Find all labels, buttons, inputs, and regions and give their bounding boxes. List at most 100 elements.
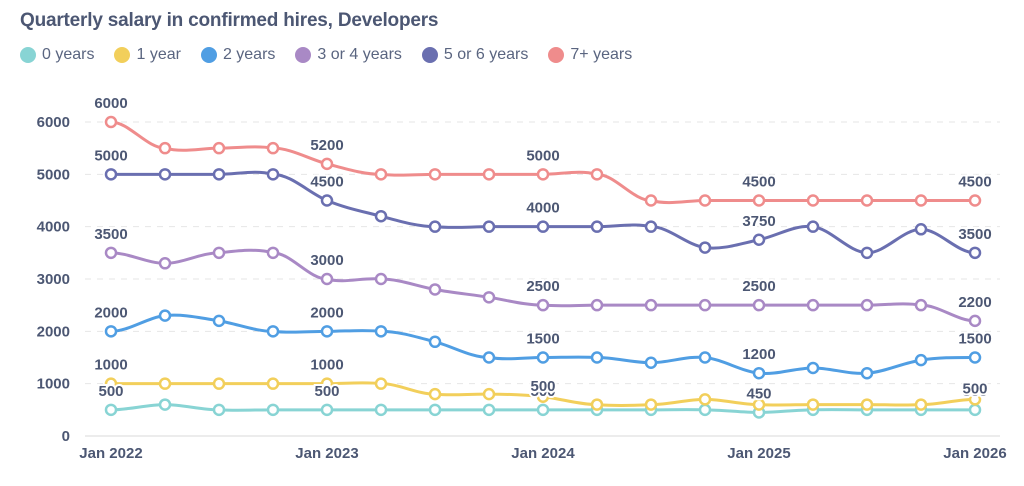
data-point[interactable] (590, 398, 604, 411)
data-point[interactable] (968, 351, 982, 364)
data-point[interactable] (104, 403, 118, 417)
data-point[interactable] (212, 314, 226, 328)
data-point[interactable] (644, 356, 658, 369)
data-point[interactable] (536, 351, 550, 364)
data-point[interactable] (320, 403, 334, 417)
data-point[interactable] (482, 387, 496, 401)
data-point[interactable] (320, 272, 334, 286)
data-point[interactable] (752, 398, 766, 411)
legend-item[interactable]: 0 years (20, 46, 94, 64)
data-point[interactable] (158, 168, 172, 181)
data-point[interactable] (266, 168, 280, 181)
data-point[interactable] (212, 403, 226, 417)
data-point[interactable] (212, 141, 226, 155)
data-point[interactable] (752, 298, 766, 312)
data-point[interactable] (752, 233, 766, 246)
data-point[interactable] (968, 194, 982, 207)
data-point[interactable] (644, 194, 658, 207)
data-point[interactable] (374, 168, 388, 181)
data-point[interactable] (374, 325, 388, 338)
data-point[interactable] (968, 314, 982, 328)
data-point[interactable] (428, 387, 442, 401)
data-point[interactable] (914, 194, 928, 207)
data-point[interactable] (806, 194, 820, 207)
data-point[interactable] (752, 366, 766, 380)
data-point[interactable] (968, 393, 982, 406)
data-point[interactable] (104, 115, 118, 129)
data-point[interactable] (806, 398, 820, 411)
data-point[interactable] (860, 398, 874, 411)
data-point[interactable] (860, 298, 874, 312)
data-point[interactable] (698, 393, 712, 406)
data-point[interactable] (752, 194, 766, 207)
data-point[interactable] (158, 309, 172, 322)
data-point[interactable] (428, 403, 442, 417)
data-point[interactable] (482, 351, 496, 364)
data-point[interactable] (698, 194, 712, 207)
data-point[interactable] (266, 246, 280, 260)
data-point[interactable] (158, 377, 172, 390)
data-point[interactable] (590, 298, 604, 312)
data-point[interactable] (158, 398, 172, 411)
data-point[interactable] (482, 220, 496, 233)
data-point[interactable] (212, 246, 226, 260)
data-point[interactable] (374, 209, 388, 223)
data-point[interactable] (644, 220, 658, 233)
data-point[interactable] (590, 351, 604, 364)
data-point[interactable] (104, 246, 118, 260)
data-point[interactable] (860, 194, 874, 207)
data-point[interactable] (104, 325, 118, 338)
data-point[interactable] (266, 325, 280, 338)
data-point[interactable] (590, 220, 604, 233)
legend-item[interactable]: 1 year (114, 46, 181, 64)
data-point[interactable] (320, 194, 334, 207)
data-point[interactable] (698, 241, 712, 254)
data-point[interactable] (914, 353, 928, 367)
data-point[interactable] (806, 220, 820, 233)
legend-item[interactable]: 2 years (200, 46, 275, 64)
data-point[interactable] (698, 403, 712, 417)
data-point[interactable] (536, 403, 550, 417)
data-point[interactable] (104, 168, 118, 181)
data-point[interactable] (374, 403, 388, 417)
data-point[interactable] (482, 168, 496, 181)
data-point[interactable] (482, 403, 496, 417)
data-point[interactable] (428, 335, 442, 349)
data-point[interactable] (320, 325, 334, 338)
data-point[interactable] (914, 398, 928, 411)
data-point[interactable] (860, 366, 874, 380)
legend-item[interactable]: 7+ years (548, 46, 632, 64)
legend-item[interactable]: 3 or 4 years (295, 46, 402, 64)
data-point[interactable] (914, 298, 928, 312)
data-point[interactable] (212, 168, 226, 181)
data-point[interactable] (698, 351, 712, 364)
data-point[interactable] (428, 283, 442, 296)
data-point[interactable] (104, 377, 118, 390)
data-point[interactable] (644, 398, 658, 411)
data-point[interactable] (266, 377, 280, 390)
data-point[interactable] (536, 220, 550, 233)
data-point[interactable] (428, 168, 442, 181)
legend-item[interactable]: 5 or 6 years (421, 46, 528, 64)
data-point[interactable] (374, 377, 388, 390)
data-point[interactable] (536, 390, 550, 403)
data-point[interactable] (374, 272, 388, 286)
data-point[interactable] (266, 141, 280, 155)
data-point[interactable] (698, 298, 712, 312)
data-point[interactable] (212, 377, 226, 390)
data-point[interactable] (968, 246, 982, 260)
data-point[interactable] (806, 361, 820, 375)
data-point[interactable] (320, 157, 334, 171)
data-point[interactable] (914, 223, 928, 236)
data-point[interactable] (644, 298, 658, 312)
data-point[interactable] (158, 141, 172, 155)
data-point[interactable] (482, 291, 496, 304)
data-point[interactable] (806, 298, 820, 312)
data-point[interactable] (320, 377, 334, 390)
data-point[interactable] (158, 257, 172, 270)
data-point[interactable] (536, 168, 550, 181)
data-point[interactable] (428, 220, 442, 233)
data-point[interactable] (266, 403, 280, 417)
data-point[interactable] (860, 246, 874, 260)
data-point[interactable] (536, 298, 550, 312)
